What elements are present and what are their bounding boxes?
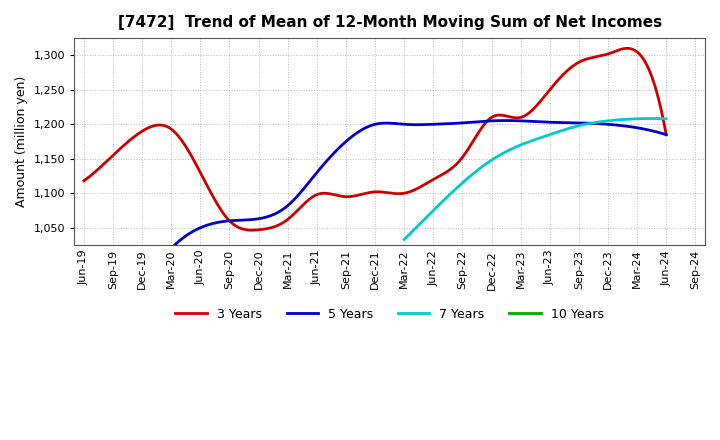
Y-axis label: Amount (million yen): Amount (million yen) <box>15 76 28 207</box>
Line: 3 Years: 3 Years <box>84 48 666 230</box>
3 Years <box>150 123 158 128</box>
3 Years <box>312 192 320 198</box>
5 Years <box>363 125 372 130</box>
3 Years <box>447 166 456 171</box>
5 Years <box>167 246 176 251</box>
5 Years <box>328 152 337 157</box>
3 Years <box>623 46 631 51</box>
7 Years <box>431 205 440 211</box>
5 Years <box>478 119 487 124</box>
7 Years <box>590 120 599 125</box>
5 Years <box>500 118 509 123</box>
5 Years <box>526 119 534 124</box>
5 Years <box>528 119 536 124</box>
7 Years <box>662 116 670 121</box>
Legend: 3 Years, 5 Years, 7 Years, 10 Years: 3 Years, 5 Years, 7 Years, 10 Years <box>171 303 608 326</box>
Title: [7472]  Trend of Mean of 12-Month Moving Sum of Net Incomes: [7472] Trend of Mean of 12-Month Moving … <box>117 15 662 30</box>
3 Years <box>662 132 670 137</box>
7 Years <box>564 126 573 131</box>
5 Years <box>227 218 235 224</box>
Line: 5 Years: 5 Years <box>171 121 666 249</box>
3 Years <box>80 178 89 183</box>
Line: 7 Years: 7 Years <box>404 118 666 239</box>
5 Years <box>662 132 670 137</box>
7 Years <box>503 148 512 154</box>
7 Years <box>589 120 598 125</box>
3 Years <box>271 224 279 229</box>
3 Years <box>501 113 510 118</box>
7 Years <box>485 159 494 164</box>
7 Years <box>400 237 408 242</box>
3 Years <box>248 227 256 233</box>
7 Years <box>647 116 656 121</box>
3 Years <box>504 114 513 119</box>
